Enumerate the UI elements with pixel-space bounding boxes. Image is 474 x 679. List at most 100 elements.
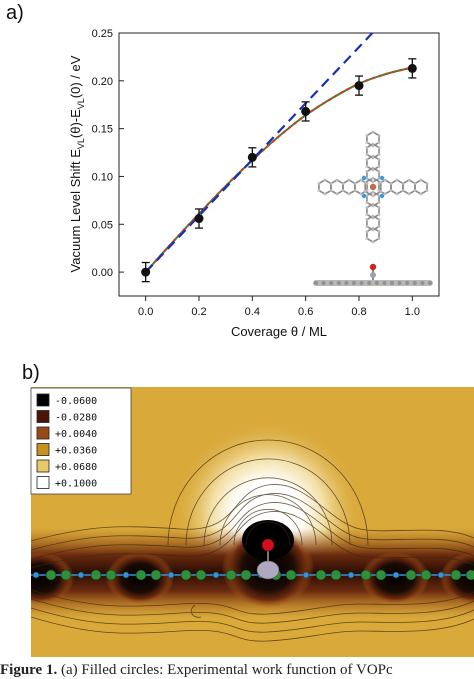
contour-upper: [31, 511, 474, 569]
legend-swatch: [36, 476, 50, 489]
oxygen-atom: [261, 538, 275, 552]
nitrogen-atom: [212, 571, 220, 579]
y-label-main: Vacuum Level Shift E: [68, 149, 83, 273]
carbon-atom: [375, 569, 387, 581]
molecule-row: [31, 538, 474, 581]
series-layer: [141, 32, 417, 283]
aromatic-ring: [365, 202, 381, 220]
panel-label-a: a): [6, 2, 24, 24]
nitrogen-atom: [347, 571, 355, 579]
carbon-atom: [60, 569, 72, 581]
data-point: [194, 214, 204, 224]
series-dashed-line: [144, 32, 374, 273]
x-tick-label: 1.0: [405, 306, 420, 318]
y-tick-label: 0.05: [92, 219, 113, 231]
data-point: [354, 81, 364, 91]
carbon-atom: [225, 569, 237, 581]
nitrogen-atom: [167, 571, 175, 579]
contour-lower: [31, 607, 474, 633]
carbon-atom: [360, 569, 372, 581]
map-legend: -0.0600 -0.0280 +0.0040 +0.0360 +0.0680 +0.10…: [30, 387, 132, 495]
nitrogen-atom: [77, 571, 85, 579]
contour-lower: [31, 589, 474, 615]
contour-lobe: [219, 494, 317, 546]
legend-label: +0.1000: [55, 479, 97, 490]
nitrogen-atom: [122, 571, 130, 579]
contour-lobe: [245, 521, 291, 546]
y-label-end: (0) / eV: [68, 55, 83, 98]
data-point: [247, 152, 257, 162]
molecule-side-view: [313, 263, 433, 286]
legend-label: +0.0360: [55, 446, 97, 457]
carbon-atom: [450, 569, 462, 581]
data-point: [141, 267, 151, 277]
x-tick-label: 0.0: [138, 306, 153, 318]
vanadium-atom: [256, 560, 280, 580]
contour-lower: [31, 598, 474, 624]
carbon-atom: [465, 569, 474, 581]
contour-upper: [31, 493, 474, 551]
nitrogen-atom: [392, 571, 400, 579]
contour-lobe: [203, 477, 333, 546]
nitrogen-atom: [32, 571, 40, 579]
contour-lobe: [167, 439, 369, 546]
panel-label-b: b): [22, 362, 40, 384]
carbon-atom: [195, 569, 207, 581]
x-axis: 0.0 0.2 0.4 0.6 0.8 1.0: [138, 296, 420, 318]
x-axis-label: Coverage θ / ML: [231, 324, 327, 339]
legend-swatch: [36, 459, 50, 473]
y-tick-label: 0.00: [92, 267, 113, 279]
nitrogen-atom: [437, 571, 445, 579]
nitrogen-atom: [302, 571, 310, 579]
legend-swatch: [36, 393, 50, 407]
map-contour-lines: [31, 439, 474, 642]
y-label-sub1: VL: [76, 138, 86, 149]
x-tick-label: 0.2: [191, 306, 206, 318]
carbon-atom: [180, 569, 192, 581]
legend-swatch: [36, 443, 50, 456]
legend-label: +0.0040: [55, 429, 97, 440]
carbon-atom: [285, 569, 297, 581]
carbon-atom: [150, 569, 162, 581]
x-tick-label: 0.4: [245, 306, 260, 318]
contour-upper: [31, 484, 474, 542]
caption-text: (a) Filled circles: Experimental work fu…: [60, 662, 393, 678]
carbon-atom: [90, 569, 102, 581]
carbon-atom: [330, 569, 342, 581]
legend-swatch: [36, 426, 50, 440]
aromatic-ring: [317, 178, 333, 196]
vanadium-atom: [369, 183, 377, 191]
legend-swatch: [36, 410, 50, 423]
aromatic-ring: [363, 176, 383, 198]
y-tick-label: 0.20: [92, 76, 113, 88]
contour-small: [190, 604, 202, 618]
carbon-atom: [405, 569, 417, 581]
contour-upper: [31, 502, 474, 560]
contour-lobe: [233, 508, 303, 546]
nitrogen-atom: [361, 175, 367, 181]
aromatic-ring: [365, 142, 381, 160]
aromatic-ring: [365, 130, 381, 148]
x-tick-label: 0.8: [351, 306, 366, 318]
legend-label: +0.0680: [55, 462, 97, 473]
x-tick-label: 0.6: [298, 306, 313, 318]
y-label-sub2: VL: [76, 98, 86, 109]
nitrogen-atom: [379, 175, 385, 181]
vacuum-level-chart: 0.00 0.05 0.10 0.15 0.20 0.25 0.0 0.2 0.4 0.6 0.8…: [68, 28, 440, 339]
molecule-structure-inset: [313, 130, 433, 286]
carbon-atom: [315, 569, 327, 581]
figure-caption: Figure 1. (a) Filled circles: Experiment…: [0, 662, 474, 679]
legend-label: -0.0600: [55, 396, 97, 407]
data-point: [407, 63, 417, 73]
y-tick-label: 0.25: [92, 28, 113, 40]
aromatic-ring: [365, 226, 381, 244]
plot-frame: [118, 32, 440, 297]
nitrogen-atom: [361, 193, 367, 199]
caption-lead: Figure 1.: [0, 662, 58, 678]
y-tick-label: 0.15: [92, 124, 113, 136]
carbon-atom: [420, 569, 432, 581]
carbon-atom: [135, 569, 147, 581]
y-tick-label: 0.10: [92, 171, 113, 183]
aromatic-ring: [413, 178, 429, 196]
nitrogen-atom: [379, 193, 385, 199]
